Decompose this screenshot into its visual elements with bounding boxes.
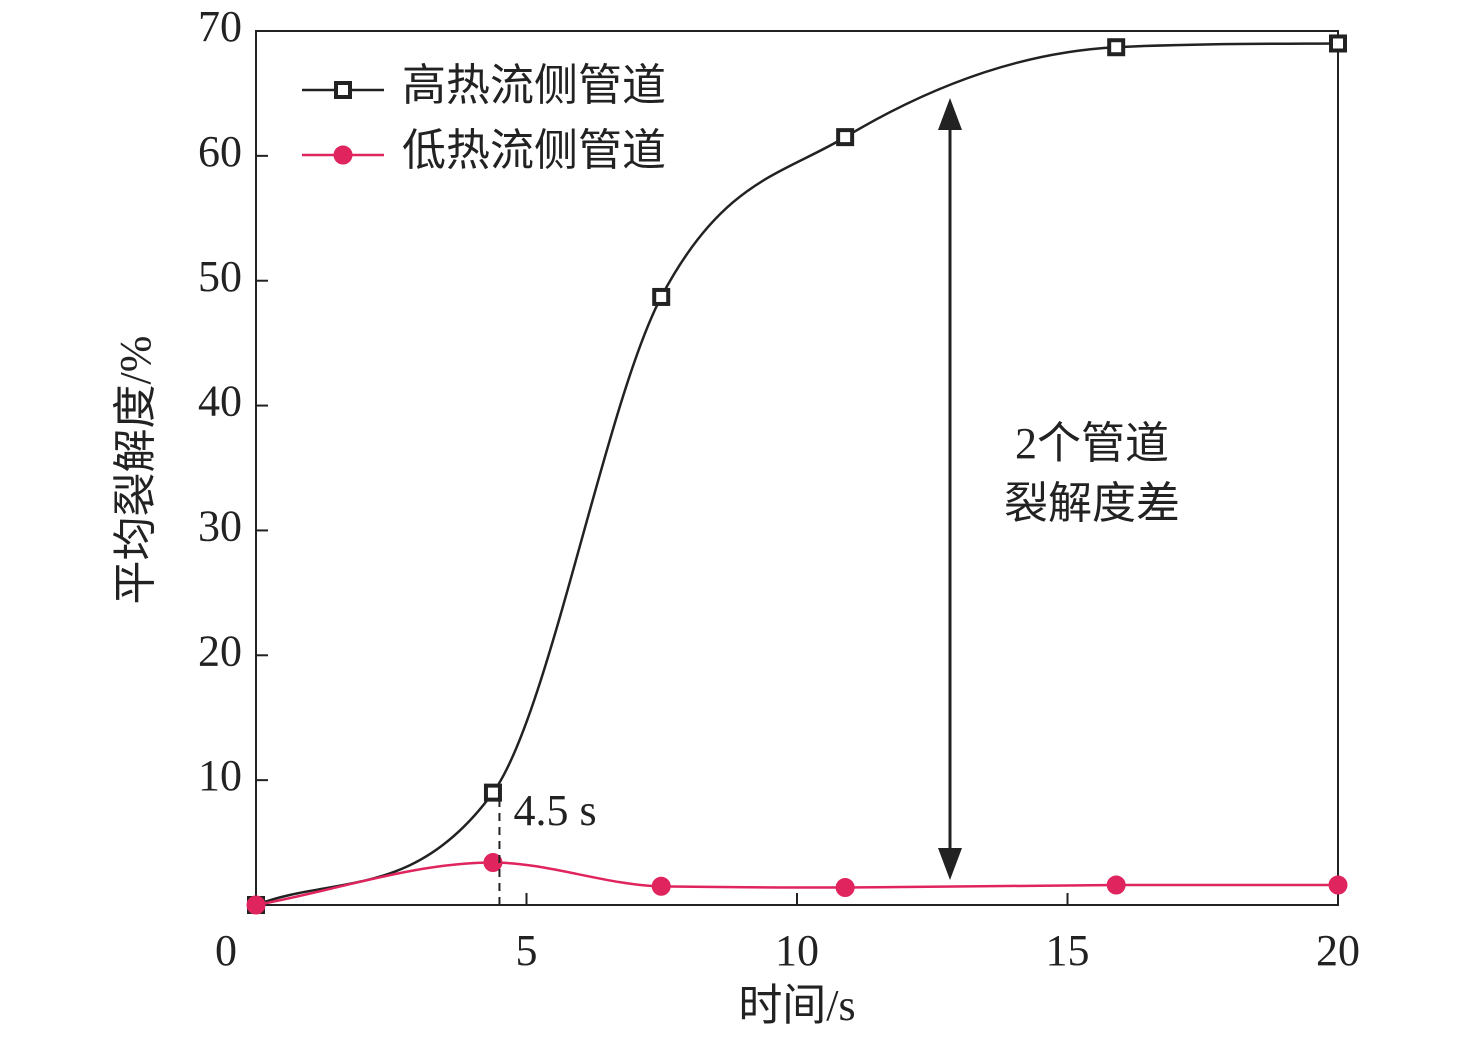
data-point bbox=[1328, 875, 1348, 895]
data-point bbox=[1106, 875, 1126, 895]
y-tick-label: 50 bbox=[198, 252, 242, 301]
x-axis-label: 时间/s bbox=[738, 981, 855, 1030]
x-tick-label: 20 bbox=[1316, 926, 1360, 975]
y-tick-label: 30 bbox=[198, 502, 242, 551]
y-tick-label: 20 bbox=[198, 626, 242, 675]
data-point bbox=[835, 878, 855, 898]
data-point bbox=[483, 853, 503, 873]
data-point bbox=[483, 783, 502, 802]
x-tick-label: 0 bbox=[215, 926, 237, 975]
legend-marker bbox=[334, 81, 352, 99]
legend-label: 低热流侧管道 bbox=[402, 126, 666, 175]
x-tick-label: 10 bbox=[775, 926, 819, 975]
data-point bbox=[651, 876, 671, 896]
series-line bbox=[255, 861, 1338, 907]
data-point bbox=[246, 895, 266, 915]
annotation: 4.5 s bbox=[513, 786, 596, 835]
y-tick-label: 60 bbox=[198, 127, 242, 176]
arrow-head bbox=[938, 848, 962, 880]
data-point bbox=[652, 287, 671, 306]
y-axis-label: 平均裂解度/% bbox=[111, 336, 160, 605]
legend-label: 高热流侧管道 bbox=[402, 61, 666, 110]
annotation: 2个管道 bbox=[1015, 419, 1169, 468]
annotation: 裂解度差 bbox=[1004, 479, 1180, 528]
data-point bbox=[836, 128, 855, 147]
y-tick-label: 40 bbox=[198, 377, 242, 426]
data-point bbox=[1107, 38, 1126, 57]
y-tick-label: 70 bbox=[198, 2, 242, 51]
legend-marker bbox=[333, 145, 353, 165]
arrow-head bbox=[938, 98, 962, 130]
y-tick-label: 10 bbox=[198, 751, 242, 800]
data-point bbox=[1329, 34, 1347, 53]
x-tick-label: 5 bbox=[516, 926, 538, 975]
x-tick-label: 15 bbox=[1046, 926, 1090, 975]
